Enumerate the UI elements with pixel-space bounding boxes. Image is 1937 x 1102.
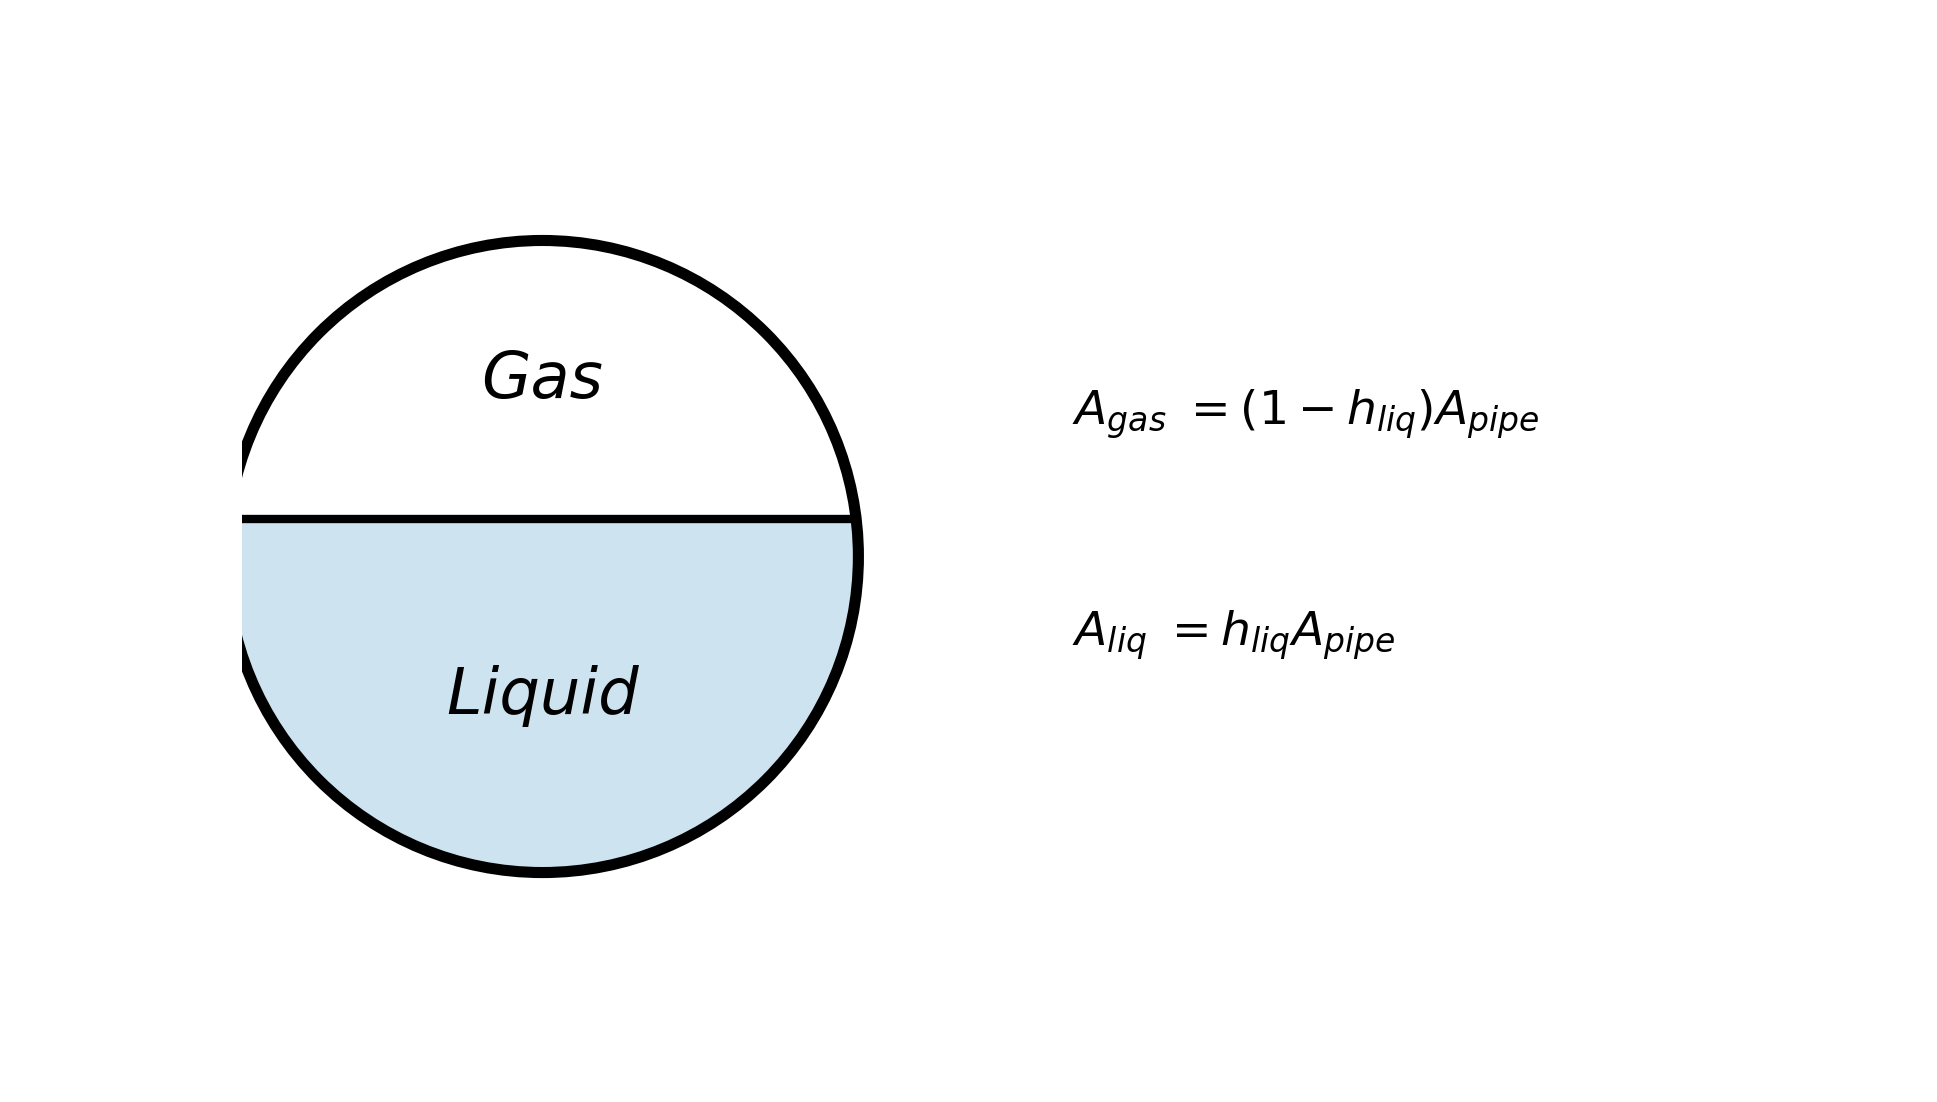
Polygon shape	[229, 240, 856, 519]
Text: Liquid: Liquid	[446, 665, 639, 726]
Text: $A_\mathit{liq}$ $= h_\mathit{liq} A_\mathit{pipe}$: $A_\mathit{liq}$ $= h_\mathit{liq} A_\ma…	[1071, 608, 1395, 662]
Text: Gas: Gas	[482, 348, 602, 411]
Polygon shape	[227, 519, 858, 873]
Text: $A_\mathit{gas}$ $= (1 - h_\mathit{liq})A_\mathit{pipe}$: $A_\mathit{gas}$ $= (1 - h_\mathit{liq})…	[1071, 388, 1540, 441]
